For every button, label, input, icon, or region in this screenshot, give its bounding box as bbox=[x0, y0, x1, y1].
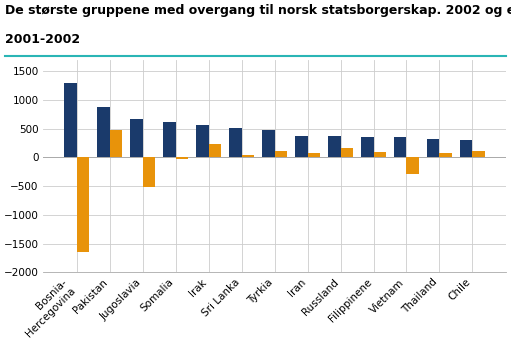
Text: 2001-2002: 2001-2002 bbox=[5, 33, 80, 46]
Bar bbox=[262, 130, 275, 158]
Bar bbox=[374, 152, 386, 158]
Bar bbox=[406, 158, 419, 174]
Bar bbox=[98, 107, 110, 158]
Bar bbox=[340, 148, 353, 158]
Bar bbox=[275, 151, 287, 158]
Bar bbox=[64, 83, 77, 158]
Bar bbox=[242, 155, 254, 158]
Bar bbox=[295, 136, 308, 158]
Bar bbox=[209, 144, 221, 158]
Bar bbox=[439, 154, 452, 158]
Bar bbox=[229, 128, 242, 158]
Bar bbox=[427, 139, 439, 158]
Bar bbox=[308, 154, 320, 158]
Bar bbox=[164, 122, 176, 158]
Bar bbox=[77, 158, 89, 252]
Bar bbox=[394, 137, 406, 158]
Bar bbox=[472, 151, 485, 158]
Bar bbox=[176, 158, 189, 159]
Bar bbox=[460, 140, 472, 158]
Bar bbox=[110, 130, 123, 158]
Text: De største gruppene med overgang til norsk statsborgerskap. 2002 og endring: De største gruppene med overgang til nor… bbox=[5, 4, 511, 17]
Bar bbox=[143, 158, 155, 187]
Bar bbox=[328, 136, 340, 158]
Bar bbox=[130, 119, 143, 158]
Bar bbox=[196, 125, 209, 158]
Bar bbox=[361, 137, 374, 158]
